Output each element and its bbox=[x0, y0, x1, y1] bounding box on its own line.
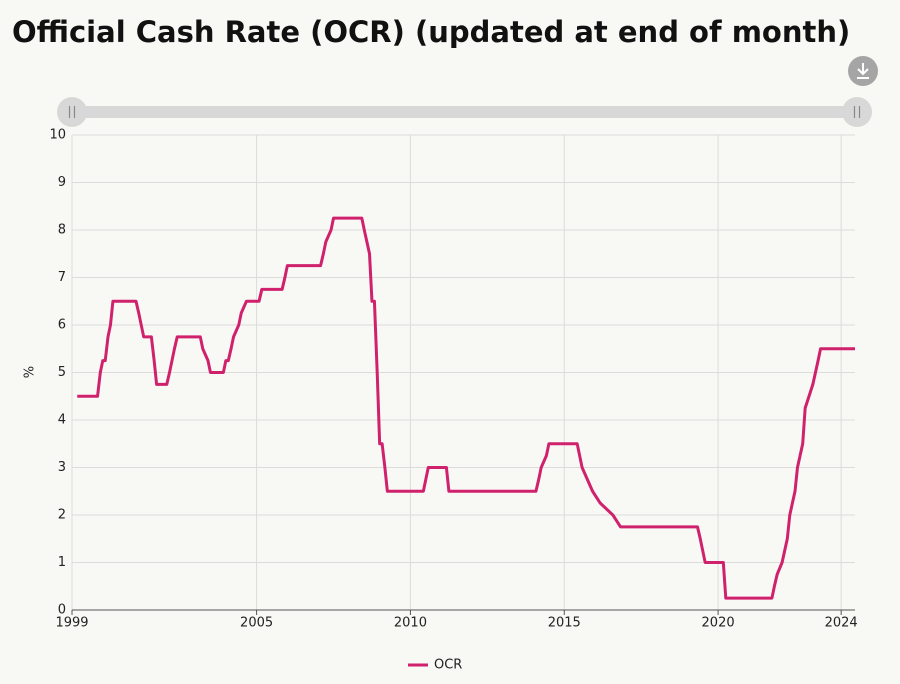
slider-handle-right[interactable] bbox=[842, 97, 872, 127]
y-tick-label: 10 bbox=[49, 128, 66, 143]
handle-grip bbox=[853, 106, 861, 118]
x-tick-label: 1999 bbox=[55, 616, 88, 631]
download-button[interactable] bbox=[848, 56, 878, 86]
ocr-line bbox=[77, 216, 855, 600]
chart-title: Official Cash Rate (OCR) (updated at end… bbox=[12, 15, 850, 49]
y-tick-label: 3 bbox=[58, 460, 66, 475]
y-tick-label: 6 bbox=[58, 318, 66, 333]
y-tick-label: 1 bbox=[58, 555, 66, 570]
download-arrow bbox=[857, 63, 869, 79]
x-tick-label: 2005 bbox=[240, 616, 273, 631]
y-axis-label: % bbox=[23, 366, 38, 378]
slider-handle-left[interactable] bbox=[57, 97, 87, 127]
x-tick-label: 2015 bbox=[548, 616, 581, 631]
handle-grip bbox=[68, 106, 76, 118]
y-tick-label: 2 bbox=[58, 508, 66, 523]
y-tick-label: 7 bbox=[58, 270, 66, 285]
y-tick-label: 8 bbox=[58, 223, 66, 238]
y-tick-label: 4 bbox=[58, 413, 66, 428]
legend-label: OCR bbox=[434, 658, 462, 673]
x-tick-label: 2010 bbox=[394, 616, 427, 631]
x-tick-label: 2024 bbox=[825, 616, 858, 631]
y-tick-label: 0 bbox=[58, 603, 66, 618]
range-slider[interactable] bbox=[57, 97, 872, 127]
y-tick-label: 5 bbox=[58, 365, 66, 380]
y-tick-label: 9 bbox=[58, 175, 66, 190]
slider-track bbox=[72, 106, 857, 118]
x-tick-label: 2020 bbox=[702, 616, 735, 631]
